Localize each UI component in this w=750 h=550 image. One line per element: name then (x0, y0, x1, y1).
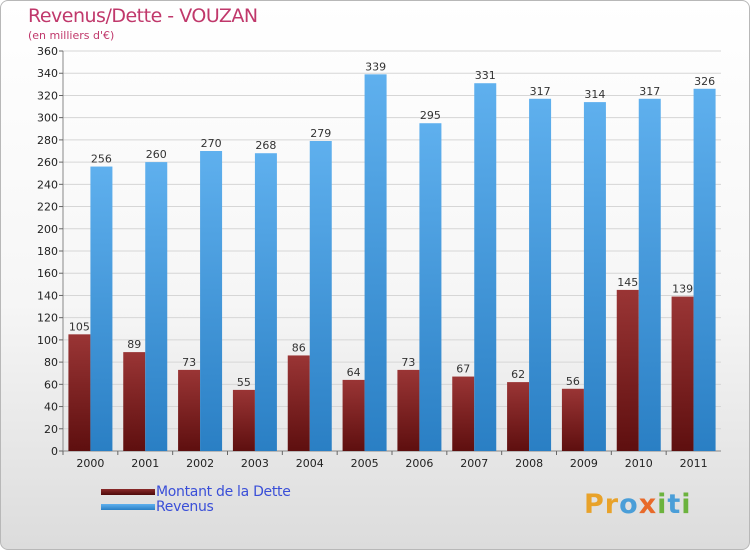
logo-letter: t (667, 489, 682, 520)
bar-dette-2006 (397, 369, 420, 451)
value-label-dette-2007: 67 (456, 363, 470, 376)
x-tick-label: 2000 (76, 457, 104, 470)
y-tick-label: 280 (37, 134, 58, 147)
x-tick-label: 2005 (351, 457, 379, 470)
value-label-dette-2006: 73 (401, 356, 415, 369)
value-label-revenus-2010: 317 (639, 85, 660, 98)
y-tick-label: 0 (51, 445, 58, 458)
y-tick-label: 300 (37, 112, 58, 125)
y-tick-label: 360 (37, 45, 58, 58)
x-tick-label: 2009 (570, 457, 598, 470)
value-label-dette-2001: 89 (127, 338, 141, 351)
y-tick-label: 40 (44, 401, 58, 414)
value-label-revenus-2011: 326 (694, 75, 715, 88)
y-tick-label: 100 (37, 334, 58, 347)
bar-dette-2005 (342, 379, 365, 451)
logo-letter: i (681, 489, 692, 520)
proxiti-logo: Proxiti (584, 489, 692, 520)
legend-label-dette: Montant de la Dette (156, 484, 291, 500)
logo-letter: P (584, 489, 605, 520)
x-tick-label: 2003 (241, 457, 269, 470)
y-tick-label: 340 (37, 67, 58, 80)
y-tick-label: 240 (37, 178, 58, 191)
value-label-revenus-2001: 260 (146, 148, 167, 161)
x-tick-label: 2001 (131, 457, 159, 470)
value-label-dette-2002: 73 (182, 356, 196, 369)
x-tick-label: 2010 (625, 457, 653, 470)
x-tick-label: 2007 (460, 457, 488, 470)
bar-revenus-2003 (254, 153, 277, 451)
x-tick-label: 2008 (515, 457, 543, 470)
value-label-revenus-2009: 314 (584, 88, 605, 101)
value-label-dette-2008: 62 (511, 368, 525, 381)
bar-revenus-2004 (309, 141, 332, 451)
value-label-dette-2003: 55 (237, 376, 251, 389)
bar-dette-2008 (507, 382, 530, 451)
value-label-revenus-2005: 339 (365, 60, 386, 73)
value-label-revenus-2006: 295 (420, 109, 441, 122)
bar-dette-2000 (68, 334, 91, 451)
y-tick-label: 320 (37, 89, 58, 102)
value-label-revenus-2008: 317 (530, 85, 551, 98)
logo-letter: x (638, 489, 658, 520)
y-tick-label: 140 (37, 289, 58, 302)
bar-revenus-2009 (583, 102, 606, 451)
value-label-revenus-2002: 270 (201, 137, 222, 150)
logo-letter: r (604, 489, 620, 520)
bar-dette-2007 (452, 376, 475, 451)
bar-revenus-2008 (529, 98, 552, 452)
value-label-dette-2010: 145 (617, 276, 638, 289)
bar-dette-2002 (178, 369, 201, 451)
value-label-dette-2009: 56 (566, 375, 580, 388)
bar-dette-2010 (616, 289, 639, 451)
bar-revenus-2005 (364, 74, 387, 451)
value-label-dette-2000: 105 (69, 320, 90, 333)
logo-letter: o (619, 489, 639, 520)
bar-revenus-2011 (693, 88, 716, 452)
value-label-dette-2005: 64 (347, 366, 361, 379)
legend-swatch-revenus (101, 504, 155, 510)
bar-revenus-2002 (200, 151, 223, 451)
bar-dette-2001 (123, 352, 146, 451)
bar-dette-2009 (561, 388, 584, 451)
value-label-revenus-2000: 256 (91, 153, 112, 166)
bar-dette-2004 (287, 355, 310, 451)
bar-revenus-2006 (419, 123, 442, 451)
bar-revenus-2000 (90, 166, 113, 452)
y-tick-label: 60 (44, 378, 58, 391)
value-label-dette-2011: 139 (672, 283, 693, 296)
bar-dette-2003 (232, 389, 255, 451)
y-tick-label: 20 (44, 423, 58, 436)
y-tick-label: 220 (37, 201, 58, 214)
y-tick-label: 200 (37, 223, 58, 236)
x-tick-label: 2006 (405, 457, 433, 470)
bar-revenus-2001 (145, 162, 168, 451)
x-tick-label: 2002 (186, 457, 214, 470)
x-tick-label: 2011 (680, 457, 708, 470)
chart-subtitle: (en milliers d'€) (28, 29, 115, 42)
value-label-revenus-2003: 268 (255, 139, 276, 152)
legend-swatch-dette (101, 489, 155, 495)
y-tick-label: 180 (37, 245, 58, 258)
value-label-revenus-2004: 279 (310, 127, 331, 140)
bar-dette-2011 (671, 296, 694, 451)
y-tick-label: 120 (37, 312, 58, 325)
bar-revenus-2010 (638, 98, 661, 452)
y-tick-label: 160 (37, 267, 58, 280)
chart-title: Revenus/Dette - VOUZAN (28, 5, 258, 27)
x-tick-label: 2004 (296, 457, 324, 470)
legend-label-revenus: Revenus (156, 499, 214, 515)
y-tick-label: 260 (37, 156, 58, 169)
value-label-revenus-2007: 331 (475, 69, 496, 82)
logo-letter: i (657, 489, 668, 520)
y-tick-label: 80 (44, 356, 58, 369)
value-label-dette-2004: 86 (292, 341, 306, 354)
bar-revenus-2007 (474, 83, 497, 451)
